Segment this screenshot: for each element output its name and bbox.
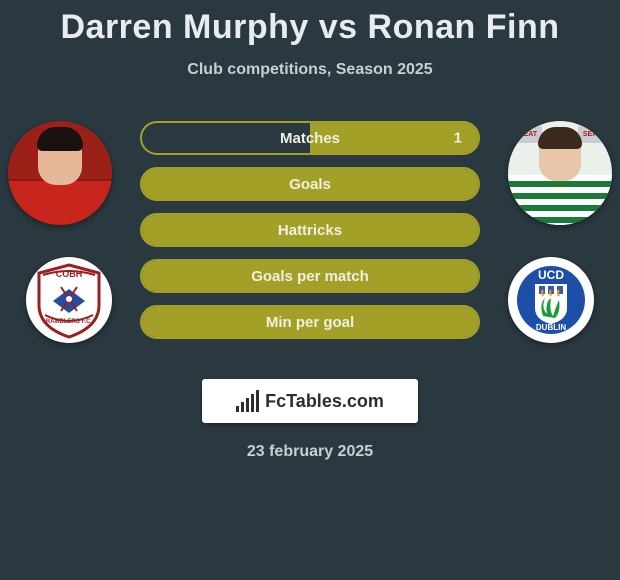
stat-bar-goals-per-match: Goals per match [140,259,480,293]
stat-bar-goals: Goals [140,167,480,201]
stat-label: Matches [280,130,340,147]
stat-label: Goals [289,176,331,193]
stat-label: Goals per match [251,268,369,285]
crest-cobh-icon: COBH RAMBLERS F.C. [33,261,105,339]
footer-date: 23 february 2025 [0,443,620,461]
stat-label: Min per goal [266,314,354,331]
brand-badge[interactable]: FcTables.com [202,379,418,423]
player1-name: Darren Murphy [60,8,308,46]
page-title: Darren Murphy vs Ronan Finn [0,8,620,47]
svg-text:RAMBLERS F.C.: RAMBLERS F.C. [46,319,93,325]
svg-text:UCD: UCD [538,268,564,282]
comparison-body: SEAT SEAT COBH RAMBLERS F.C. [0,121,620,351]
stat-bars: Matches 1 Goals Hattricks G [140,121,480,351]
comparison-card: Darren Murphy vs Ronan Finn Club competi… [0,0,620,580]
player2-avatar: SEAT SEAT [508,121,612,225]
stat-label: Hattricks [278,222,342,239]
stat-value-p2: 1 [454,130,462,147]
brand-chart-icon [236,390,259,412]
svg-text:COBH: COBH [56,269,83,279]
crest-ucd-icon: UCD DUBLIN [515,264,587,336]
svg-text:DUBLIN: DUBLIN [536,323,566,332]
stat-fill-left [142,169,310,199]
player1-club-crest: COBH RAMBLERS F.C. [26,257,112,343]
player2-club-crest: UCD DUBLIN [508,257,594,343]
vs-text: vs [319,8,358,46]
stat-bar-matches: Matches 1 [140,121,480,155]
player1-avatar [8,121,112,225]
stat-fill-right [310,169,478,199]
player2-name: Ronan Finn [368,8,560,46]
brand-text: FcTables.com [265,391,384,412]
subtitle: Club competitions, Season 2025 [0,61,620,79]
stat-bar-min-per-goal: Min per goal [140,305,480,339]
stat-bar-hattricks: Hattricks [140,213,480,247]
sponsor-badge: SEAT [578,125,606,143]
